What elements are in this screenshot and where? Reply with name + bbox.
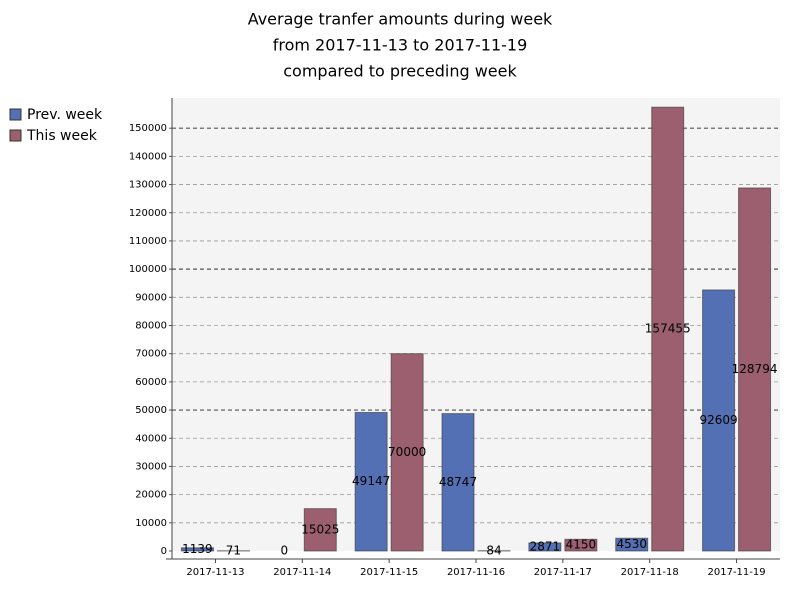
data-label: 0 [280, 544, 288, 558]
x-tick-label: 2017-11-14 [273, 567, 331, 578]
bar [354, 411, 388, 552]
y-tick-label: 50000 [135, 405, 167, 416]
data-label: 84 [486, 543, 501, 557]
data-label: 15025 [301, 522, 339, 536]
y-tick-label: 120000 [129, 208, 167, 219]
data-label: 49147 [352, 474, 390, 488]
y-tick-label: 20000 [135, 490, 167, 501]
bar [441, 413, 475, 552]
data-label: 4530 [616, 537, 647, 551]
bar [564, 538, 598, 552]
bar [702, 289, 736, 552]
bar [303, 508, 337, 552]
legend-swatch [9, 129, 22, 142]
x-tick-label: 2017-11-15 [360, 567, 418, 578]
x-tick-label: 2017-11-17 [534, 567, 592, 578]
bar [738, 187, 772, 552]
data-label: 2871 [530, 539, 561, 553]
y-tick-label: 140000 [129, 151, 167, 162]
bar [615, 537, 649, 552]
data-label: 70000 [388, 445, 426, 459]
x-tick-label: 2017-11-19 [708, 567, 766, 578]
x-tick-label: 2017-11-16 [447, 567, 505, 578]
y-tick-label: 40000 [135, 433, 167, 444]
y-tick-label: 60000 [135, 377, 167, 388]
y-tick-label: 80000 [135, 321, 167, 332]
x-tick-label: 2017-11-18 [621, 567, 679, 578]
data-label: 48747 [439, 475, 477, 489]
bar [390, 353, 424, 552]
legend-swatch [9, 108, 22, 121]
data-label: 157455 [645, 322, 691, 336]
legend-label: This week [26, 128, 98, 144]
y-tick-label: 130000 [129, 180, 167, 191]
data-label: 1139 [182, 542, 213, 556]
chart-title: compared to preceding week [283, 62, 517, 81]
data-label: 92609 [699, 413, 737, 427]
chart-title: from 2017-11-13 to 2017-11-19 [273, 36, 528, 55]
data-label: 71 [226, 543, 241, 557]
chart-title: Average tranfer amounts during week [248, 10, 553, 29]
data-label: 128794 [732, 362, 778, 376]
y-tick-label: 150000 [129, 123, 167, 134]
legend-label: Prev. week [27, 107, 103, 123]
y-tick-label: 70000 [135, 349, 167, 360]
y-tick-label: 10000 [135, 518, 167, 529]
y-tick-label: 110000 [129, 236, 167, 247]
x-tick-label: 2017-11-13 [186, 567, 244, 578]
y-tick-label: 30000 [135, 461, 167, 472]
bar [180, 547, 214, 552]
bar [651, 106, 685, 552]
bar [528, 542, 562, 552]
y-tick-label: 100000 [129, 264, 167, 275]
y-tick-label: 90000 [135, 292, 167, 303]
data-label: 4150 [566, 538, 597, 552]
y-tick-label: 0 [161, 546, 167, 557]
